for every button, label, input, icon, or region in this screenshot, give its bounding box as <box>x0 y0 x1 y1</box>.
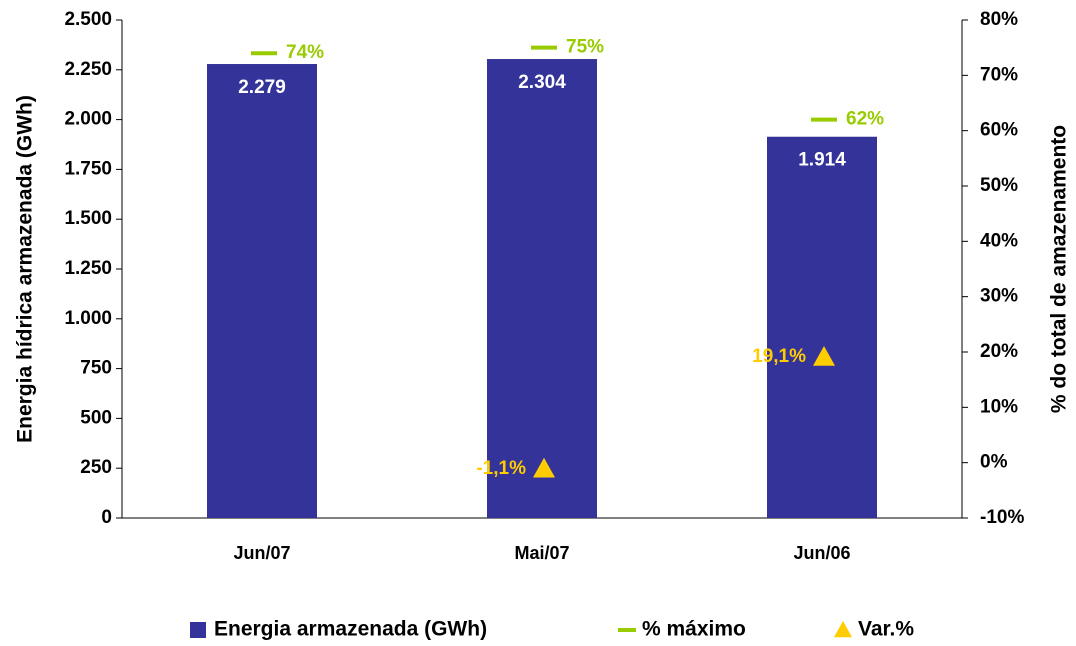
y-tick-label: 500 <box>80 407 112 428</box>
x-tick-label: Mai/07 <box>514 543 569 563</box>
y-tick-label: 750 <box>80 358 112 379</box>
y-axis-label: Energia hídrica armazenada (GWh) <box>14 95 37 443</box>
y-tick-label: 2.500 <box>64 9 112 30</box>
triangle-marker <box>533 457 555 478</box>
y-tick-label: 2.250 <box>64 59 112 80</box>
triangle-marker <box>813 345 835 366</box>
bar <box>767 136 877 518</box>
bar <box>487 59 597 518</box>
y-tick-label: 1.750 <box>64 158 112 179</box>
y-tick-label: 2.000 <box>64 109 112 130</box>
dash-value-label: 74% <box>286 42 324 63</box>
x-tick-label: Jun/07 <box>233 543 290 563</box>
y2-tick-label: 0% <box>980 452 1008 473</box>
bar-value-label: 1.914 <box>798 150 846 171</box>
y2-tick-label: 60% <box>980 120 1018 141</box>
bar-value-label: 2.304 <box>518 72 566 93</box>
legend-label: Energia armazenada (GWh) <box>214 618 487 641</box>
y2-tick-label: 80% <box>980 9 1018 30</box>
legend-label: Var.% <box>858 618 914 641</box>
y2-tick-label: 20% <box>980 341 1018 362</box>
y-tick-label: 0 <box>101 507 112 528</box>
bar <box>207 64 317 519</box>
legend-swatch <box>190 622 206 638</box>
triangle-value-label: -1,1% <box>476 458 526 479</box>
y-tick-label: 1.250 <box>64 258 112 279</box>
y2-tick-label: 10% <box>980 396 1018 417</box>
y2-tick-label: 50% <box>980 175 1018 196</box>
bar-value-label: 2.279 <box>238 77 286 98</box>
y2-axis-label: % do total de amazenamento <box>1048 125 1071 413</box>
y2-tick-label: 30% <box>980 286 1018 307</box>
y-tick-label: 250 <box>80 457 112 478</box>
y2-tick-label: -10% <box>980 507 1024 528</box>
y-tick-label: 1.000 <box>64 308 112 329</box>
x-tick-label: Jun/06 <box>793 543 850 563</box>
dash-value-label: 75% <box>566 37 604 58</box>
dash-value-label: 62% <box>846 109 884 130</box>
legend-label: % máximo <box>642 618 746 641</box>
y-tick-label: 1.500 <box>64 208 112 229</box>
legend-swatch <box>834 621 852 638</box>
y2-tick-label: 40% <box>980 230 1018 251</box>
triangle-value-label: 19,1% <box>752 346 806 367</box>
y2-tick-label: 70% <box>980 64 1018 85</box>
